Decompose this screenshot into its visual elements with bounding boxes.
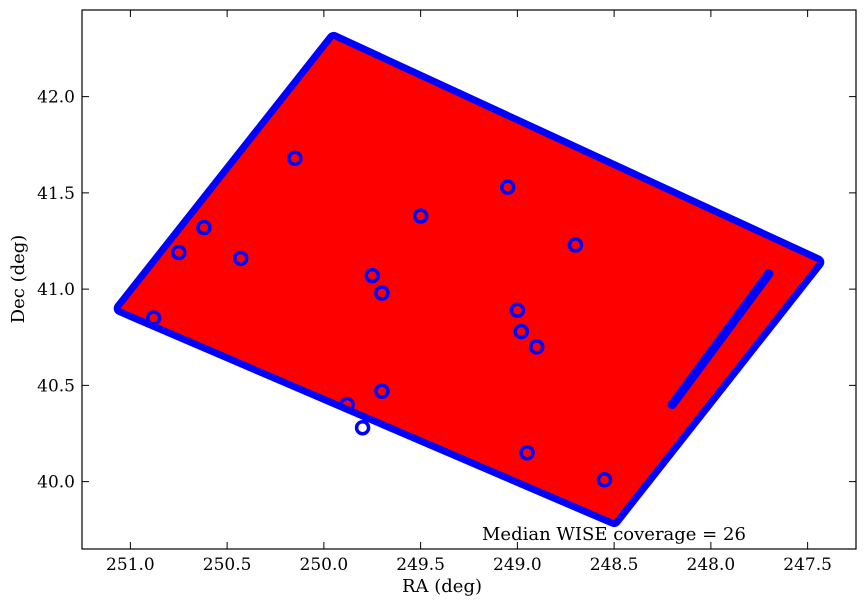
y-axis-label: Dec (deg) [8, 235, 29, 324]
y-tick-label: 40.0 [37, 473, 75, 493]
y-axis: 40.0 40.5 41.0 41.5 42.0 [37, 88, 856, 493]
y-tick-label: 41.0 [37, 280, 75, 300]
coverage-hole [528, 339, 545, 355]
coverage-annotation: Median WISE coverage = 26 [482, 524, 746, 545]
coverage-hole [513, 323, 529, 340]
coverage-hole [145, 310, 162, 326]
x-tick-label: 250.0 [300, 555, 349, 575]
x-tick-label: 250.5 [203, 555, 252, 575]
coverage-hole [364, 267, 380, 284]
coverage-notch [667, 269, 774, 410]
coverage-hole [354, 419, 371, 436]
coverage-hole [519, 445, 535, 461]
plot-frame [81, 9, 857, 550]
coverage-hole [412, 208, 429, 224]
coverage-hole [196, 219, 212, 236]
coverage-hole [567, 237, 584, 253]
x-tick-label: 251.0 [106, 555, 155, 575]
coverage-hole [596, 471, 613, 488]
coverage-hole [339, 396, 355, 413]
coverage-hole [374, 285, 390, 301]
x-tick-label: 249.5 [396, 555, 445, 575]
x-axis-label: RA (deg) [402, 576, 482, 597]
coverage-hole [374, 383, 390, 399]
coverage-hole [232, 250, 249, 267]
x-tick-label: 247.5 [783, 555, 832, 575]
x-tick-label: 248.5 [590, 555, 639, 575]
coverage-fill [120, 38, 818, 521]
coverage-hole [509, 302, 526, 319]
y-tick-label: 41.5 [37, 184, 75, 204]
y-tick-label: 40.5 [37, 376, 75, 396]
footprint-layer [113, 31, 825, 528]
y-tick-label: 42.0 [37, 88, 75, 108]
x-tick-label: 249.0 [493, 555, 542, 575]
coverage-hole [499, 179, 516, 195]
x-axis: 251.0 250.5 250.0 249.5 249.0 248.5 248.0 247.5 [106, 10, 832, 575]
coverage-hole [287, 150, 303, 166]
coverage-hole [171, 244, 187, 261]
x-tick-label: 248.0 [687, 555, 736, 575]
